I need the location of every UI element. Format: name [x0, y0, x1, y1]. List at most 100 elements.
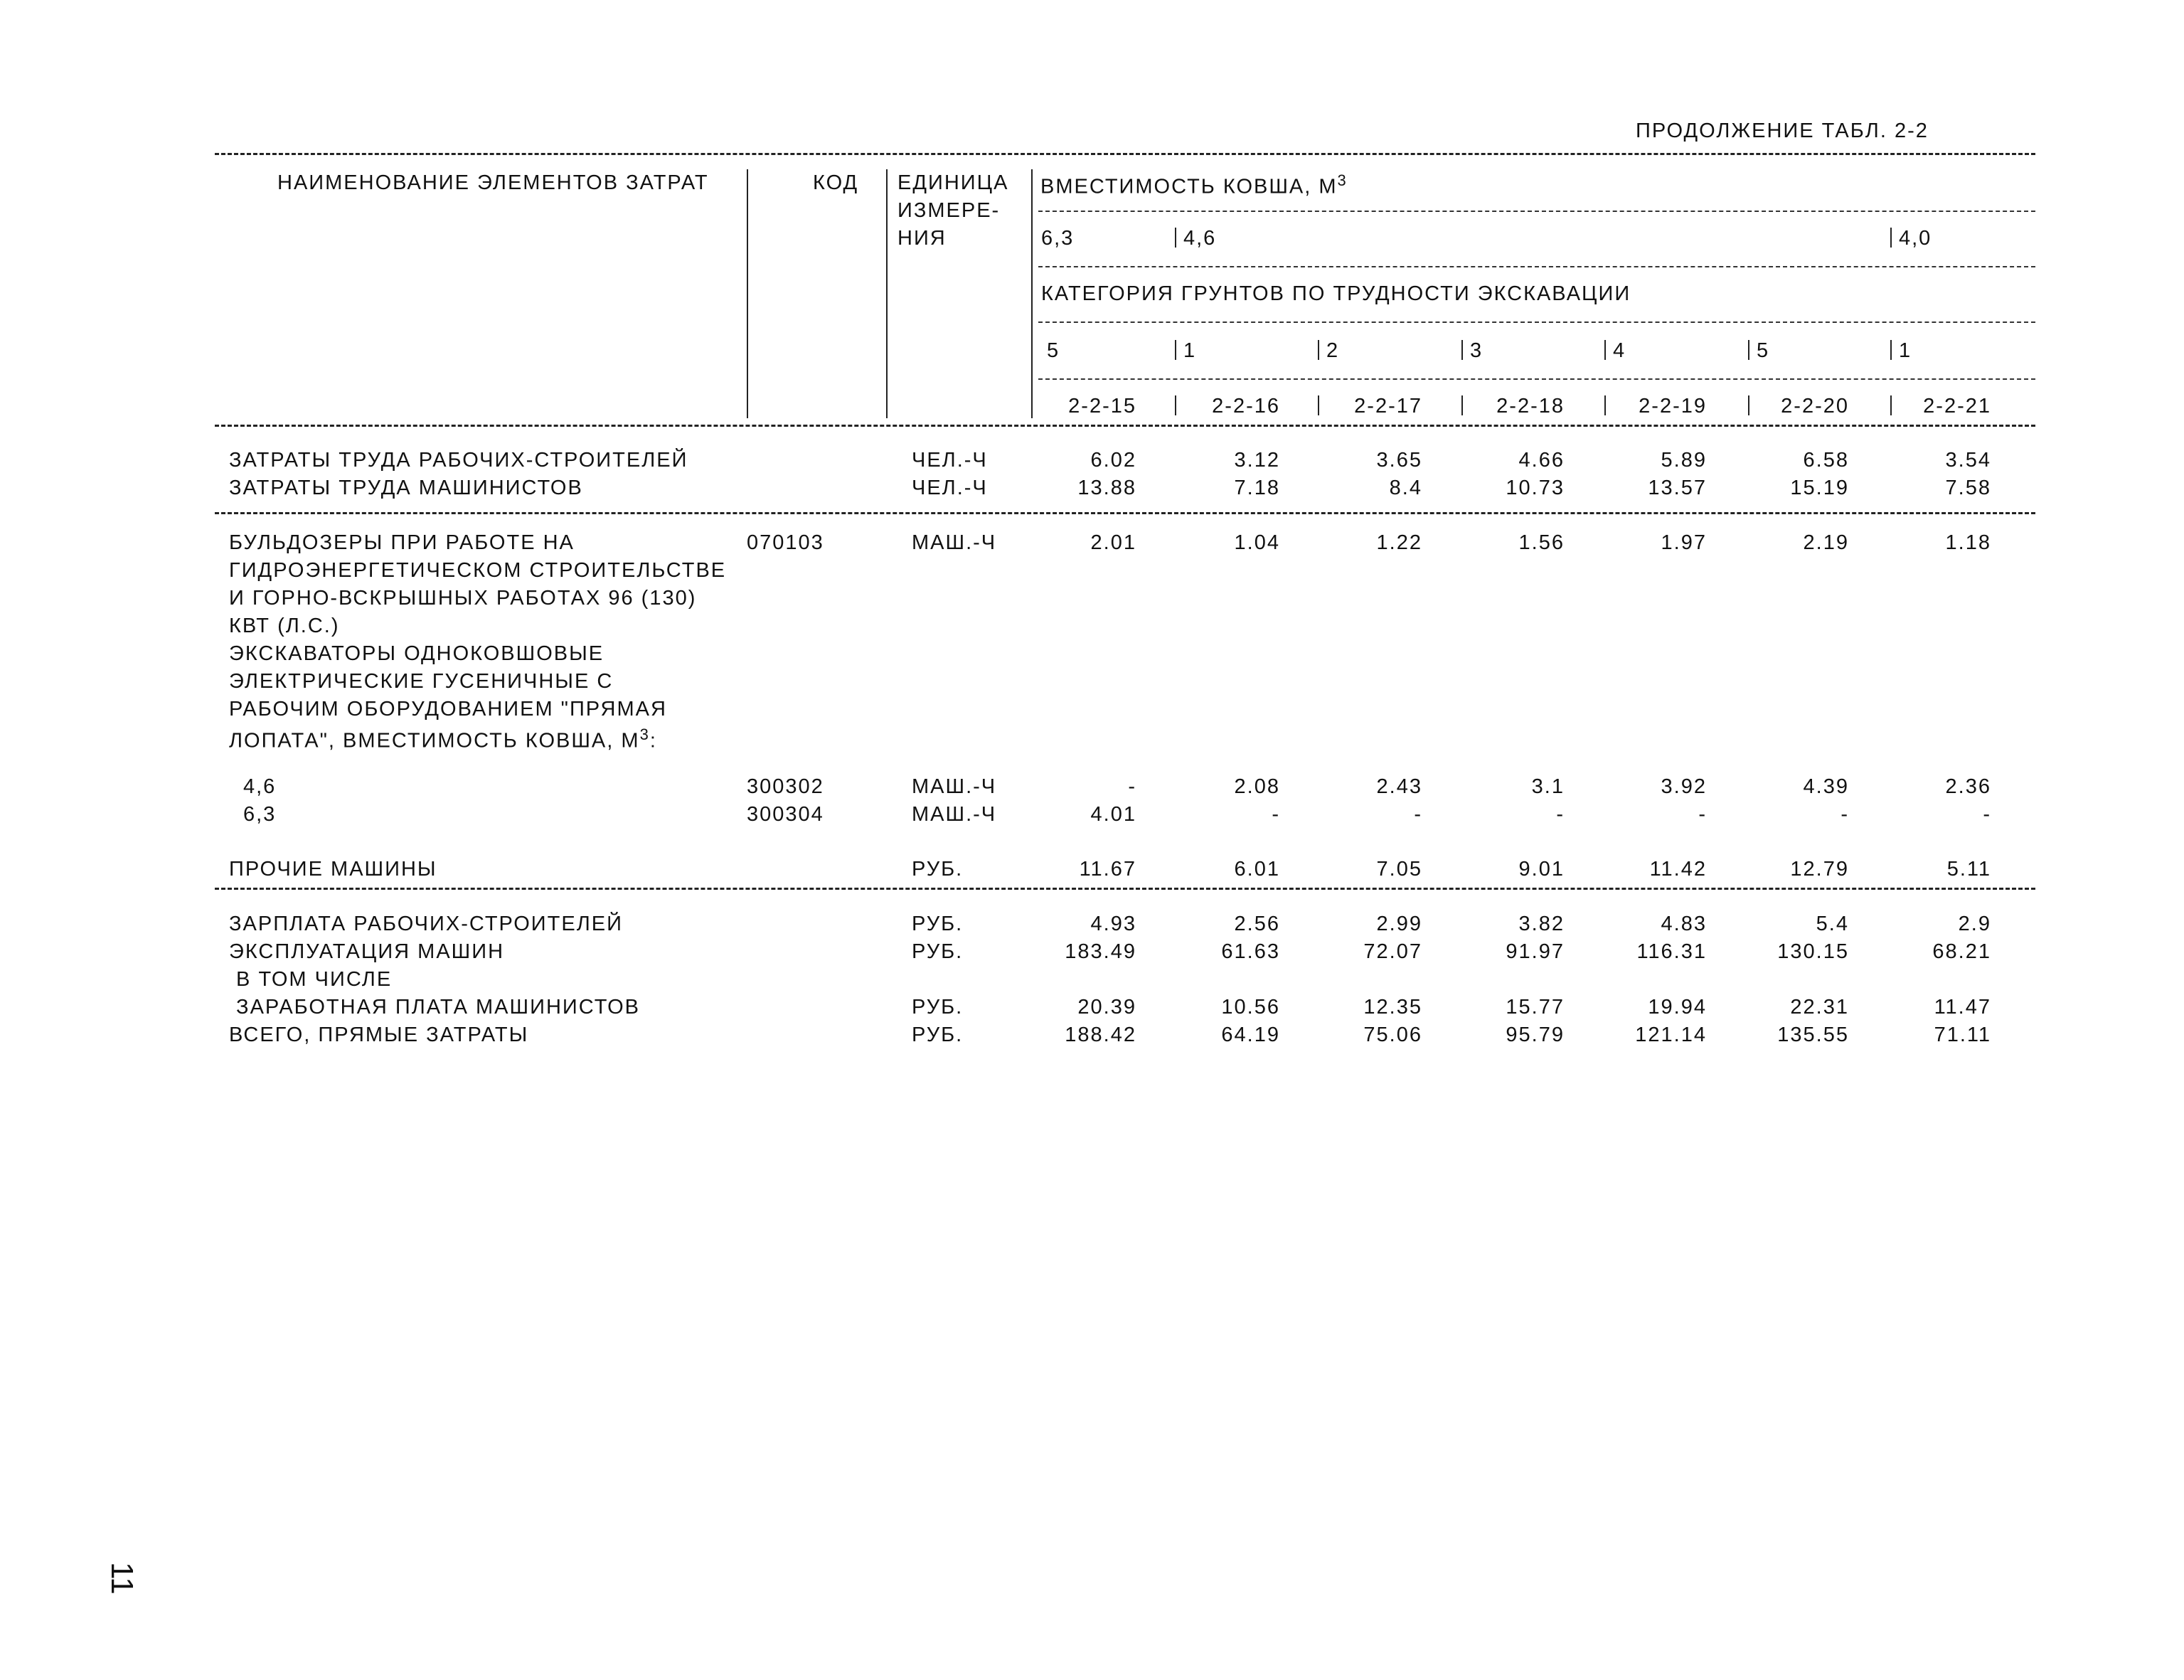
capacity-63: 6,3 [1041, 227, 1075, 250]
excavator-unit: МАШ.-Ч [912, 803, 997, 826]
cost-value: 15.77 [1506, 996, 1565, 1019]
other-machines-value: 6.01 [1234, 858, 1280, 881]
labor-value: 3.54 [1945, 449, 1991, 472]
cost-value: 12.35 [1363, 996, 1422, 1019]
excavator-value: - [1128, 775, 1136, 798]
cost-value: 188.42 [1065, 1024, 1136, 1046]
category-sep [1461, 340, 1463, 360]
labor-value: 13.57 [1648, 477, 1707, 499]
excavator-code: 300302 [747, 775, 824, 798]
excavator-value: - [1414, 803, 1422, 826]
cost-value: 2.56 [1234, 913, 1280, 935]
category-cell: 5 [1047, 339, 1060, 362]
excavator-value: - [1698, 803, 1707, 826]
excavator-unit-superscript: 3 [639, 725, 650, 743]
labor-value: 7.58 [1945, 477, 1991, 499]
labor-value: 3.65 [1376, 449, 1422, 472]
category-sep [1604, 340, 1606, 360]
cost-value: 22.31 [1790, 996, 1849, 1019]
code-sep [1890, 395, 1892, 415]
cost-value: 19.94 [1648, 996, 1707, 1019]
norm-code-cell: 2-2-17 [1354, 395, 1422, 418]
other-machines-value: 11.67 [1079, 858, 1136, 881]
header-top-rule [215, 153, 2035, 155]
cost-name: В ТОМ ЧИСЛЕ [229, 968, 393, 991]
cost-unit: РУБ. [912, 996, 964, 1019]
cost-value: 71.11 [1934, 1024, 1991, 1046]
cost-value: 4.93 [1090, 913, 1136, 935]
header-rule-1 [1038, 211, 2035, 212]
labor-name: ЗАТРАТЫ ТРУДА МАШИНИСТОВ [229, 477, 583, 499]
labor-value: 5.89 [1661, 449, 1707, 472]
cost-value: 183.49 [1065, 940, 1136, 963]
code-sep [1318, 395, 1319, 415]
labor-value: 13.88 [1077, 477, 1136, 499]
cost-value: 10.56 [1221, 996, 1280, 1019]
capacity-superscript: 3 [1337, 171, 1348, 189]
cost-value: 91.97 [1506, 940, 1565, 963]
capacity-sep-1 [1175, 228, 1176, 248]
norm-code-cell: 2-2-21 [1923, 395, 1991, 418]
cost-name: ЭКСПЛУАТАЦИЯ МАШИН [229, 940, 505, 963]
cost-unit: РУБ. [912, 913, 964, 935]
bulldozer-name-line: ГИДРОЭНЕРГЕТИЧЕСКОМ СТРОИТЕЛЬСТВЕ [229, 559, 727, 582]
excavator-value: - [1272, 803, 1280, 826]
excavator-name-line: ЭКСКАВАТОРЫ ОДНОКОВШОВЫЕ [229, 642, 604, 665]
category-cell: 5 [1757, 339, 1770, 362]
category-sep [1175, 340, 1176, 360]
machines-bottom-rule [215, 888, 2035, 890]
labor-value: 3.12 [1234, 449, 1280, 472]
cost-value: 95.79 [1506, 1024, 1565, 1046]
labor-unit: ЧЕЛ.-Ч [912, 449, 988, 472]
header-rule-3 [1038, 321, 2035, 323]
bulldozer-name-line: БУЛЬДОЗЕРЫ ПРИ РАБОТЕ НА [229, 531, 575, 554]
excavator-name-line: ЭЛЕКТРИЧЕСКИЕ ГУСЕНИЧНЫЕ С [229, 670, 614, 693]
header-rule-4 [1038, 378, 2035, 380]
header-bottom-rule [215, 425, 2035, 427]
other-machines-value: 7.05 [1376, 858, 1422, 881]
excavator-value: 2.08 [1234, 775, 1280, 798]
other-machines-value: 12.79 [1790, 858, 1849, 881]
bulldozer-value: 1.97 [1661, 531, 1707, 554]
other-machines-value: 5.11 [1946, 858, 1991, 881]
cost-unit: РУБ. [912, 940, 964, 963]
category-sep [1890, 340, 1892, 360]
excavator-name: 6,3 [243, 803, 277, 826]
excavator-value: 2.43 [1376, 775, 1422, 798]
category-sep [1318, 340, 1319, 360]
excavator-value: 3.1 [1531, 775, 1565, 798]
bulldozer-value: 1.56 [1518, 531, 1565, 554]
norm-code-cell: 2-2-18 [1496, 395, 1565, 418]
bulldozer-value: 1.04 [1234, 531, 1280, 554]
header-unit-line2: ИЗМЕРЕ- [897, 199, 1001, 222]
excavator-code: 300304 [747, 803, 824, 826]
category-sep [1748, 340, 1749, 360]
cost-value: 135.55 [1777, 1024, 1849, 1046]
category-cell: 1 [1899, 339, 1912, 362]
code-sep [1748, 395, 1749, 415]
norm-code-cell: 2-2-20 [1781, 395, 1849, 418]
capacity-40: 4,0 [1899, 227, 1932, 250]
cost-value: 11.47 [1934, 996, 1991, 1019]
header-name-col: НАИМЕНОВАНИЕ ЭЛЕМЕНТОВ ЗАТРАТ [277, 171, 709, 194]
labor-bottom-rule [215, 512, 2035, 514]
other-machines-value: 11.42 [1649, 858, 1707, 881]
bulldozer-name-line: И ГОРНО-ВСКРЫШНЫХ РАБОТАХ 96 (130) [229, 587, 697, 610]
excavator-value: 2.36 [1945, 775, 1991, 798]
excavator-value: 3.92 [1661, 775, 1707, 798]
bulldozer-value: 1.22 [1376, 531, 1422, 554]
header-divider-code [886, 169, 888, 418]
excavator-value: 4.39 [1803, 775, 1849, 798]
cost-value: 130.15 [1777, 940, 1849, 963]
capacity-sep-2 [1890, 228, 1892, 248]
labor-name: ЗАТРАТЫ ТРУДА РАБОЧИХ-СТРОИТЕЛЕЙ [229, 449, 688, 472]
cost-value: 116.31 [1636, 940, 1707, 963]
excavator-value: 4.01 [1090, 803, 1136, 826]
cost-value: 75.06 [1363, 1024, 1422, 1046]
header-unit-line1: ЕДИНИЦА [897, 171, 1009, 194]
header-divider-unit [1031, 169, 1033, 418]
category-cell: 3 [1470, 339, 1483, 362]
labor-value: 8.4 [1389, 477, 1422, 499]
excavator-value: - [1556, 803, 1565, 826]
labor-value: 6.58 [1803, 449, 1849, 472]
